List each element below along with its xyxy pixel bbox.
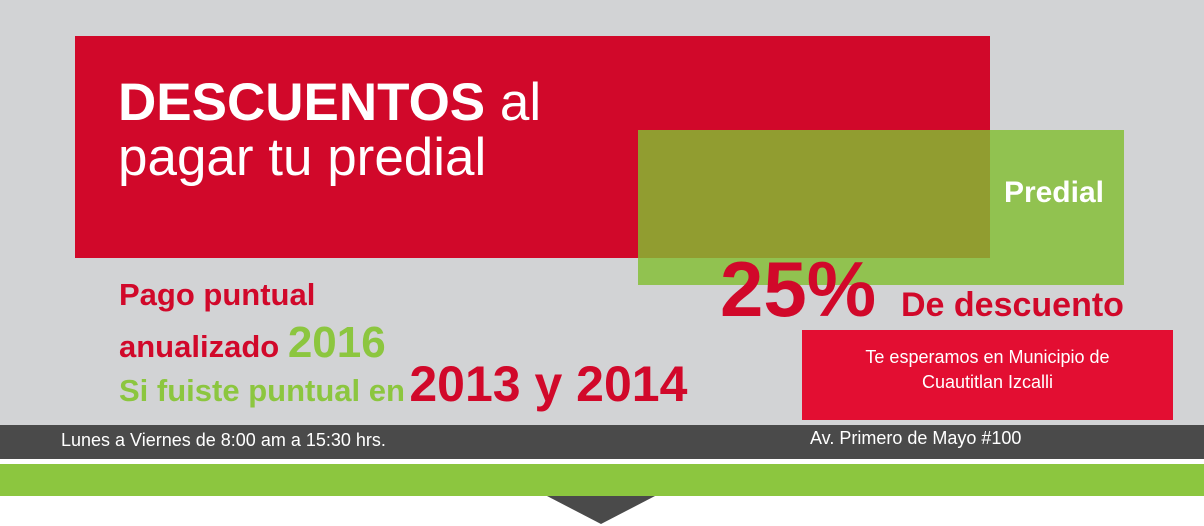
info-line-2: Cuautitlan Izcalli: [921, 372, 1054, 392]
discount-text: De descuento: [901, 286, 1124, 324]
pago-line-1: Pago puntual: [119, 277, 316, 312]
headline-line-2: pagar tu predial: [118, 128, 487, 187]
predial-label: Predial: [1003, 176, 1104, 209]
headline-normal: al: [499, 73, 542, 132]
headline-bold: DESCUENTOS: [118, 73, 486, 132]
puntual-line: Si fuiste puntual en 2013 y 2014: [119, 355, 687, 413]
down-arrow-icon: [547, 496, 655, 524]
info-line-1: Te esperamos en Municipio de: [865, 347, 1110, 367]
predial-green-panel: [638, 130, 1124, 285]
pago-anualizado: anualizado: [119, 329, 280, 364]
pago-line-2: anualizado 2016: [119, 318, 386, 368]
footer-dark-bar: [0, 425, 1204, 459]
discount-percent: 25%: [720, 245, 877, 333]
pago-year: 2016: [287, 318, 386, 367]
footer-hours: Lunes a Viernes de 8:00 am a 15:30 hrs.: [61, 430, 386, 450]
info-box: Te esperamos en Municipio de Cuautitlan …: [802, 330, 1173, 420]
headline: DESCUENTOS al pagar tu predial: [118, 76, 541, 184]
puntual-text: Si fuiste puntual en: [119, 373, 405, 408]
headline-line-1: DESCUENTOS al: [118, 76, 541, 129]
puntual-years: 2013 y 2014: [409, 356, 688, 412]
footer-green-bar: [0, 464, 1204, 496]
footer-address: Av. Primero de Mayo #100: [810, 428, 1022, 448]
